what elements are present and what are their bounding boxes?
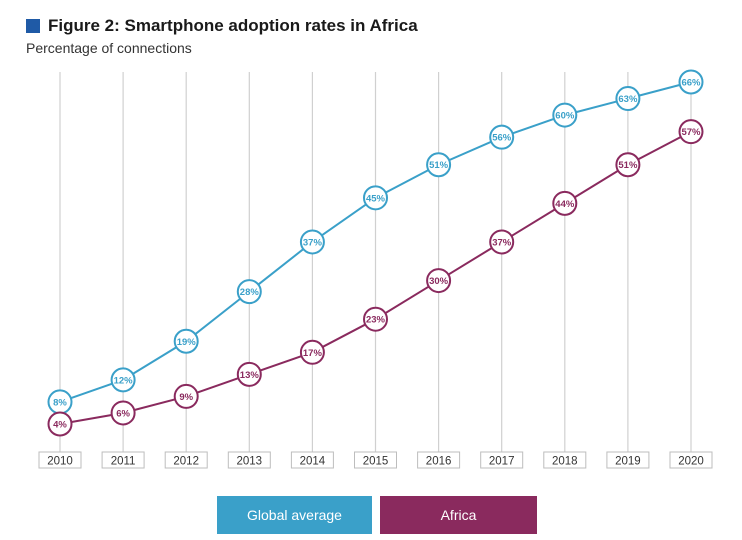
data-label-africa-2010: 4% [53, 420, 67, 431]
x-tick-box-2010 [38, 451, 82, 469]
point-global-average-2012 [173, 328, 199, 354]
x-tick-label-2012: 2012 [173, 456, 199, 468]
point-africa-2017 [489, 229, 515, 255]
data-label-africa-2014: 17% [303, 348, 323, 359]
point-africa-2013 [236, 361, 262, 387]
data-label-africa-2017: 37% [492, 237, 512, 248]
x-tick-box-2013 [227, 451, 271, 469]
x-tick-label-2015: 2015 [363, 456, 389, 468]
x-tick-box-2016 [417, 451, 461, 469]
point-africa-2019 [615, 152, 641, 178]
data-label-global-average-2019: 63% [618, 94, 638, 105]
x-tick-box-2020 [669, 451, 713, 469]
point-global-average-2019 [615, 86, 641, 112]
x-tick-box-2018 [543, 451, 587, 469]
point-africa-2016 [426, 268, 452, 294]
x-tick-label-2017: 2017 [489, 456, 515, 468]
x-tick-box-2017 [480, 451, 524, 469]
data-label-africa-2013: 13% [240, 370, 260, 381]
data-label-global-average-2020: 66% [681, 78, 701, 89]
chart-subtitle: Percentage of connections [26, 40, 192, 56]
x-tick-box-2014 [290, 451, 334, 469]
data-label-africa-2016: 30% [429, 276, 449, 287]
point-africa-2018 [552, 190, 578, 216]
point-global-average-2011 [110, 367, 136, 393]
data-label-global-average-2015: 45% [366, 193, 386, 204]
point-global-average-2017 [489, 124, 515, 150]
x-tick-label-2019: 2019 [615, 456, 641, 468]
point-africa-2011 [110, 400, 136, 426]
data-label-global-average-2017: 56% [492, 133, 512, 144]
x-tick-label-2011: 2011 [111, 456, 136, 468]
point-africa-2010 [47, 411, 73, 437]
data-label-africa-2015: 23% [366, 315, 386, 326]
title-square-icon [26, 19, 40, 33]
x-tick-box-2019 [606, 451, 650, 469]
point-global-average-2020 [678, 69, 704, 95]
x-tick-box-2015 [354, 451, 397, 469]
point-global-average-2015 [363, 185, 388, 211]
point-global-average-2014 [299, 229, 325, 255]
x-tick-box-2011 [101, 451, 145, 469]
data-label-global-average-2010: 8% [53, 397, 67, 408]
x-tick-label-2010: 2010 [47, 456, 73, 468]
x-tick-label-2018: 2018 [552, 456, 578, 468]
point-global-average-2016 [426, 152, 452, 178]
legend-item-global-average: Global average [217, 496, 372, 534]
chart-title-row: Figure 2: Smartphone adoption rates in A… [26, 16, 418, 36]
point-africa-2020 [678, 119, 704, 145]
x-tick-label-2016: 2016 [426, 456, 452, 468]
data-label-global-average-2018: 60% [555, 111, 575, 122]
data-label-global-average-2012: 19% [177, 337, 197, 348]
x-tick-label-2013: 2013 [237, 456, 263, 468]
chart-title: Figure 2: Smartphone adoption rates in A… [48, 16, 418, 35]
point-africa-2014 [299, 339, 325, 365]
data-label-africa-2019: 51% [618, 160, 638, 171]
x-tick-label-2014: 2014 [300, 456, 326, 468]
data-label-global-average-2016: 51% [429, 160, 449, 171]
point-africa-2015 [363, 306, 388, 332]
chart-legend: Global average Africa [217, 496, 537, 534]
data-label-africa-2020: 57% [681, 127, 701, 138]
data-label-africa-2018: 44% [555, 199, 575, 210]
point-global-average-2013 [236, 279, 262, 305]
data-label-africa-2011: 6% [116, 408, 130, 419]
legend-item-africa: Africa [380, 496, 537, 534]
data-label-africa-2012: 9% [179, 392, 193, 403]
data-label-global-average-2014: 37% [303, 237, 323, 248]
point-global-average-2018 [552, 102, 578, 128]
data-label-global-average-2011: 12% [114, 375, 134, 386]
x-tick-box-2012 [164, 451, 208, 469]
data-label-global-average-2013: 28% [240, 287, 260, 298]
x-tick-label-2020: 2020 [678, 456, 704, 468]
point-africa-2012 [173, 383, 199, 409]
